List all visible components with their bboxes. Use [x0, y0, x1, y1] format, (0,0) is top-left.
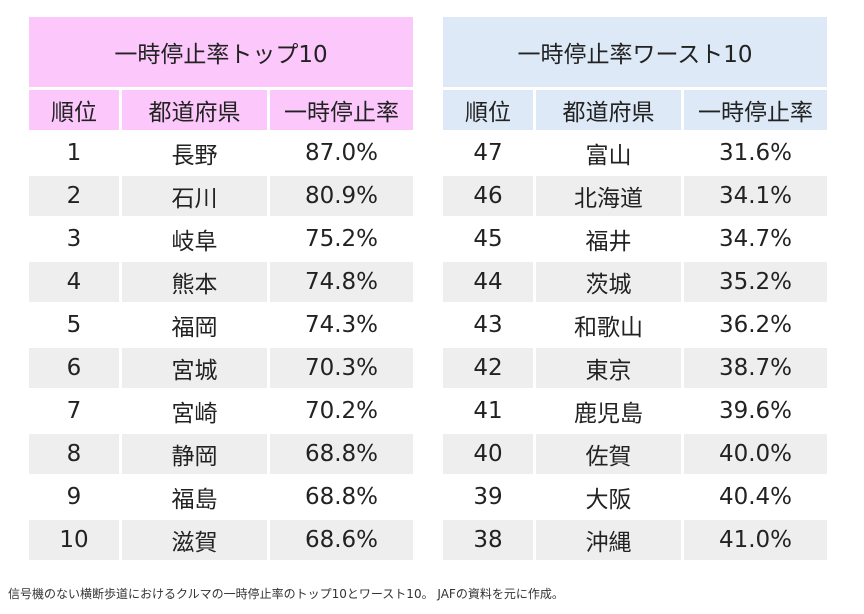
prefecture-cell: 茨城	[536, 262, 681, 302]
prefecture-cell: 滋賀	[122, 520, 267, 560]
column-header-prefecture: 都道府県	[536, 90, 681, 130]
top10-title: 一時停止率トップ10	[29, 17, 413, 87]
table-row: 8 静岡 68.8%	[29, 434, 413, 474]
table-row: 1 長野 87.0%	[29, 133, 413, 173]
column-header-rank: 順位	[443, 90, 533, 130]
table-row: 7 宮崎 70.2%	[29, 391, 413, 431]
table-row: 10 滋賀 68.6%	[29, 520, 413, 560]
stop-rate-cell: 80.9%	[270, 176, 413, 216]
stop-rate-cell: 75.2%	[270, 219, 413, 259]
prefecture-cell: 福島	[122, 477, 267, 517]
prefecture-cell: 沖縄	[536, 520, 681, 560]
stop-rate-cell: 39.6%	[684, 391, 827, 431]
stop-rate-cell: 74.8%	[270, 262, 413, 302]
stop-rate-cell: 40.4%	[684, 477, 827, 517]
rank-cell: 41	[443, 391, 533, 431]
prefecture-cell: 宮城	[122, 348, 267, 388]
stop-rate-cell: 40.0%	[684, 434, 827, 474]
prefecture-cell: 静岡	[122, 434, 267, 474]
stop-rate-cell: 36.2%	[684, 305, 827, 345]
prefecture-cell: 長野	[122, 133, 267, 173]
prefecture-cell: 大阪	[536, 477, 681, 517]
prefecture-cell: 宮崎	[122, 391, 267, 431]
column-header-rank: 順位	[29, 90, 119, 130]
stop-rate-cell: 35.2%	[684, 262, 827, 302]
rank-cell: 9	[29, 477, 119, 517]
table-row: 40 佐賀 40.0%	[443, 434, 827, 474]
stop-rate-cell: 70.2%	[270, 391, 413, 431]
stop-rate-cell: 38.7%	[684, 348, 827, 388]
table-row: 46 北海道 34.1%	[443, 176, 827, 216]
table-row: 6 宮城 70.3%	[29, 348, 413, 388]
prefecture-cell: 東京	[536, 348, 681, 388]
table-row: 9 福島 68.8%	[29, 477, 413, 517]
rank-cell: 5	[29, 305, 119, 345]
rank-cell: 8	[29, 434, 119, 474]
rank-cell: 46	[443, 176, 533, 216]
rank-cell: 45	[443, 219, 533, 259]
prefecture-cell: 熊本	[122, 262, 267, 302]
table-row: 41 鹿児島 39.6%	[443, 391, 827, 431]
rank-cell: 7	[29, 391, 119, 431]
table-row: 42 東京 38.7%	[443, 348, 827, 388]
stop-rate-cell: 31.6%	[684, 133, 827, 173]
stop-rate-cell: 87.0%	[270, 133, 413, 173]
table-row: 4 熊本 74.8%	[29, 262, 413, 302]
stop-rate-cell: 34.1%	[684, 176, 827, 216]
prefecture-cell: 石川	[122, 176, 267, 216]
prefecture-cell: 佐賀	[536, 434, 681, 474]
prefecture-cell: 和歌山	[536, 305, 681, 345]
rank-cell: 4	[29, 262, 119, 302]
table-row: 45 福井 34.7%	[443, 219, 827, 259]
table-row: 2 石川 80.9%	[29, 176, 413, 216]
rank-cell: 43	[443, 305, 533, 345]
rank-cell: 2	[29, 176, 119, 216]
worst10-table: 一時停止率ワースト10 順位 都道府県 一時停止率 47 富山 31.6% 46 北海…	[440, 14, 830, 563]
stop-rate-cell: 68.8%	[270, 434, 413, 474]
rank-cell: 6	[29, 348, 119, 388]
rank-cell: 42	[443, 348, 533, 388]
stop-rate-cell: 74.3%	[270, 305, 413, 345]
column-header-stop-rate: 一時停止率	[270, 90, 413, 130]
worst10-title: 一時停止率ワースト10	[443, 17, 827, 87]
stop-rate-cell: 41.0%	[684, 520, 827, 560]
rank-cell: 40	[443, 434, 533, 474]
column-header-stop-rate: 一時停止率	[684, 90, 827, 130]
table-row: 47 富山 31.6%	[443, 133, 827, 173]
top10-table: 一時停止率トップ10 順位 都道府県 一時停止率 1 長野 87.0% 2 石川 80.…	[26, 14, 416, 563]
prefecture-cell: 富山	[536, 133, 681, 173]
prefecture-cell: 福岡	[122, 305, 267, 345]
prefecture-cell: 岐阜	[122, 219, 267, 259]
table-row: 39 大阪 40.4%	[443, 477, 827, 517]
table-row: 5 福岡 74.3%	[29, 305, 413, 345]
rank-cell: 39	[443, 477, 533, 517]
stop-rate-cell: 68.8%	[270, 477, 413, 517]
stop-rate-cell: 70.3%	[270, 348, 413, 388]
rank-cell: 3	[29, 219, 119, 259]
rank-cell: 38	[443, 520, 533, 560]
rank-cell: 47	[443, 133, 533, 173]
prefecture-cell: 福井	[536, 219, 681, 259]
table-row: 43 和歌山 36.2%	[443, 305, 827, 345]
table-row: 38 沖縄 41.0%	[443, 520, 827, 560]
table-row: 3 岐阜 75.2%	[29, 219, 413, 259]
table-row: 44 茨城 35.2%	[443, 262, 827, 302]
rank-cell: 1	[29, 133, 119, 173]
stop-rate-cell: 34.7%	[684, 219, 827, 259]
stop-rate-cell: 68.6%	[270, 520, 413, 560]
rank-cell: 44	[443, 262, 533, 302]
image-caption: 信号機のない横断歩道におけるクルマの一時停止率のトップ10とワースト10。 JA…	[8, 587, 564, 601]
prefecture-cell: 北海道	[536, 176, 681, 216]
rank-cell: 10	[29, 520, 119, 560]
prefecture-cell: 鹿児島	[536, 391, 681, 431]
column-header-prefecture: 都道府県	[122, 90, 267, 130]
